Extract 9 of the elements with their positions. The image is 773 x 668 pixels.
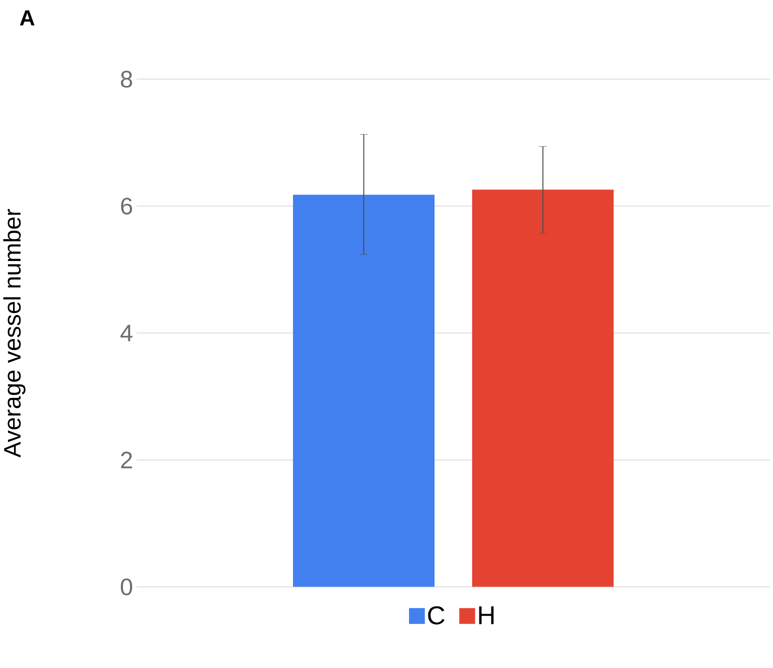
chart-title: A <box>20 10 35 26</box>
y-tick-label: 8 <box>120 70 132 88</box>
legend-label: C <box>428 606 444 624</box>
y-tick-label: 4 <box>120 324 132 342</box>
y-tick-label: 0 <box>120 578 132 596</box>
y-tick-label: 6 <box>121 198 132 215</box>
y-axis-title: Average vessel number <box>3 208 26 458</box>
legend-label: H <box>479 606 494 624</box>
y-tick-label: 2 <box>121 452 132 468</box>
